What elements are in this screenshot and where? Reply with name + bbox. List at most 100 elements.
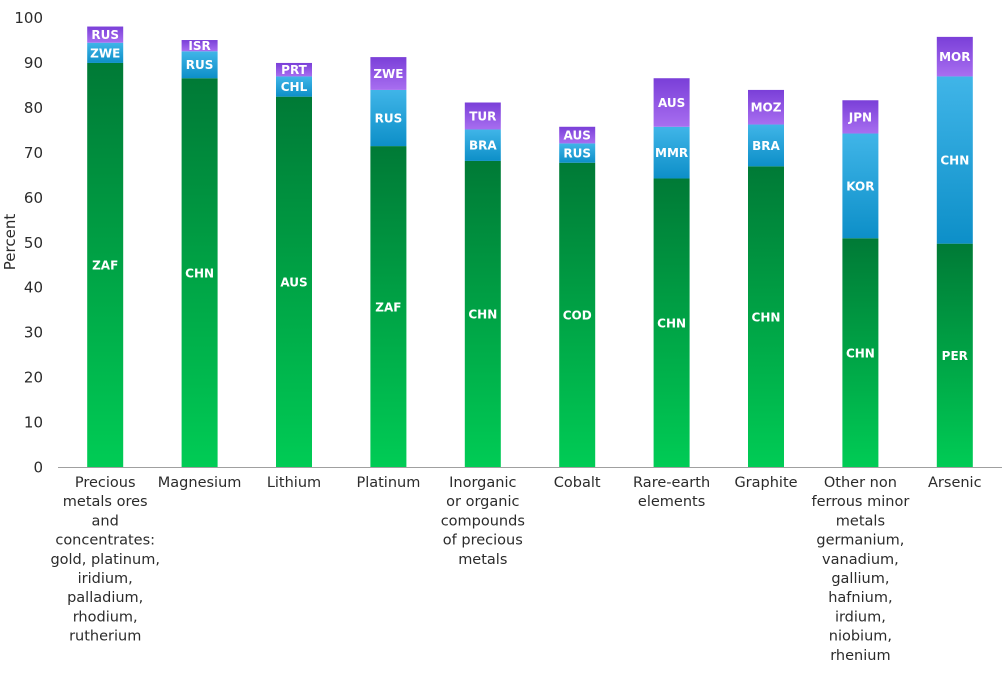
x-axis-labels: Precious metals ores and concentrates: gold,… bbox=[50, 475, 981, 664]
y-axis-title: Percent bbox=[1, 214, 19, 271]
segment-label: CHN bbox=[752, 310, 781, 324]
x-category-label-line: gold, platinum, bbox=[50, 552, 159, 568]
bar-segment bbox=[936, 36, 973, 77]
y-tick-label: 60 bbox=[24, 189, 43, 207]
x-category-label-line: and bbox=[92, 513, 119, 529]
x-category-label: Other non ferrous minor metals germanium, va… bbox=[812, 475, 910, 664]
x-category-label-line: Other non bbox=[824, 475, 897, 491]
bar-stack: PER CHN MOR bbox=[936, 36, 973, 468]
segment-label: ZAF bbox=[92, 259, 118, 273]
segment-label: AUS bbox=[280, 276, 307, 290]
x-category-label-line: compounds bbox=[441, 513, 525, 529]
x-category-label-line: of precious bbox=[443, 533, 523, 549]
bar-segment bbox=[87, 26, 124, 43]
y-tick-label: 40 bbox=[24, 279, 43, 297]
segment-label: MOR bbox=[939, 50, 970, 64]
segment-label: ZWE bbox=[90, 46, 120, 60]
segment-label: RUS bbox=[91, 28, 119, 42]
segment-label: CHN bbox=[468, 308, 497, 322]
x-category-label-line: rutherium bbox=[69, 629, 141, 645]
y-tick-label: 90 bbox=[24, 54, 43, 72]
x-category-label-line: metals ores bbox=[63, 494, 148, 510]
y-tick-label: 50 bbox=[24, 234, 43, 252]
x-category-label: Precious metals ores and concentrates: gold,… bbox=[50, 475, 159, 645]
y-tick-label: 10 bbox=[24, 414, 43, 432]
x-category-label-line: hafnium, bbox=[828, 590, 892, 606]
y-tick-label: 100 bbox=[14, 9, 43, 27]
bar-segment bbox=[464, 160, 501, 468]
segment-label: TUR bbox=[469, 109, 496, 123]
x-category-label-line: elements bbox=[638, 494, 705, 510]
y-tick-label: 30 bbox=[24, 324, 43, 342]
bar-segment bbox=[370, 57, 407, 90]
segment-label: JPN bbox=[848, 110, 872, 124]
segment-label: RUS bbox=[563, 147, 591, 161]
bar-stack: CHN MMR AUS bbox=[653, 78, 690, 468]
segment-label: CHN bbox=[185, 266, 214, 280]
segment-label: PER bbox=[942, 349, 968, 363]
x-category-label-line: metals bbox=[458, 552, 507, 568]
bar-segment bbox=[653, 78, 690, 127]
x-category-label-line: Magnesium bbox=[158, 475, 242, 491]
segment-label: AUS bbox=[564, 129, 591, 143]
segment-label: CHL bbox=[281, 80, 308, 94]
bar-stack: CHN RUS ISR bbox=[181, 39, 218, 468]
bar-segment bbox=[464, 102, 501, 130]
segment-label: MOZ bbox=[751, 101, 782, 115]
bar-segment bbox=[464, 129, 501, 161]
bar-segment bbox=[370, 146, 407, 468]
bar-stack: AUS CHL PRT bbox=[276, 62, 312, 468]
bars: ZAF ZWE RUS CHN RUS ISR AUS CHL PRT ZAF RUS ZWE CHN B… bbox=[87, 26, 973, 468]
bar-segment bbox=[87, 62, 124, 468]
bar-stack: CHN BRA MOZ bbox=[748, 89, 784, 468]
x-category-label: Platinum bbox=[356, 475, 420, 491]
bar-segment bbox=[936, 243, 973, 468]
x-category-label-line: concentrates: bbox=[55, 533, 155, 549]
bar-segment bbox=[842, 133, 879, 239]
y-tick-label: 70 bbox=[24, 144, 43, 162]
x-category-label-line: rhodium, bbox=[73, 609, 138, 625]
y-tick-label: 80 bbox=[24, 99, 43, 117]
x-category-label: Cobalt bbox=[554, 475, 601, 491]
bar-segment bbox=[842, 100, 879, 134]
x-category-label-line: metals bbox=[836, 513, 885, 529]
bar-segment bbox=[936, 76, 973, 244]
x-category-label: Graphite bbox=[734, 475, 797, 491]
bar-stack: ZAF RUS ZWE bbox=[370, 57, 407, 468]
bar-segment bbox=[276, 62, 312, 77]
x-category-label-line: Inorganic bbox=[449, 475, 516, 491]
bar-segment bbox=[559, 162, 596, 468]
x-category-label-line: vanadium, bbox=[822, 552, 899, 568]
bar-segment bbox=[559, 143, 596, 163]
x-category-label: Magnesium bbox=[158, 475, 242, 491]
x-category-label-line: Precious bbox=[75, 475, 136, 491]
x-category-label-line: gallium, bbox=[831, 571, 889, 587]
segment-label: ZWE bbox=[373, 67, 403, 81]
y-tick-label: 0 bbox=[33, 459, 43, 477]
bar-segment bbox=[87, 42, 124, 63]
bar-segment bbox=[748, 124, 784, 167]
segment-label: MMR bbox=[655, 146, 688, 160]
x-category-label: Rare-earth elements bbox=[633, 475, 710, 510]
x-category-label-line: rhenium bbox=[830, 648, 890, 664]
x-category-label-line: niobium, bbox=[829, 629, 892, 645]
x-category-label: Inorganic or organic compounds of precious m… bbox=[441, 475, 525, 568]
x-category-label-line: or organic bbox=[446, 494, 519, 510]
bar-segment bbox=[748, 89, 784, 125]
x-category-label-line: Cobalt bbox=[554, 475, 601, 491]
x-category-label: Lithium bbox=[267, 475, 321, 491]
bar-segment bbox=[653, 126, 690, 179]
bar-segment bbox=[181, 40, 218, 52]
bar-segment bbox=[653, 178, 690, 468]
bar-segment bbox=[370, 89, 407, 147]
segment-label: PRT bbox=[281, 63, 307, 77]
segment-label: CHN bbox=[846, 346, 875, 360]
bar-stack: COD RUS AUS bbox=[559, 126, 596, 468]
bar-segment bbox=[276, 76, 312, 97]
x-category-label-line: Lithium bbox=[267, 475, 321, 491]
segment-label: ZAF bbox=[375, 300, 401, 314]
segment-label: BRA bbox=[469, 139, 497, 153]
segment-label: RUS bbox=[375, 112, 403, 126]
bar-segment bbox=[181, 78, 218, 468]
